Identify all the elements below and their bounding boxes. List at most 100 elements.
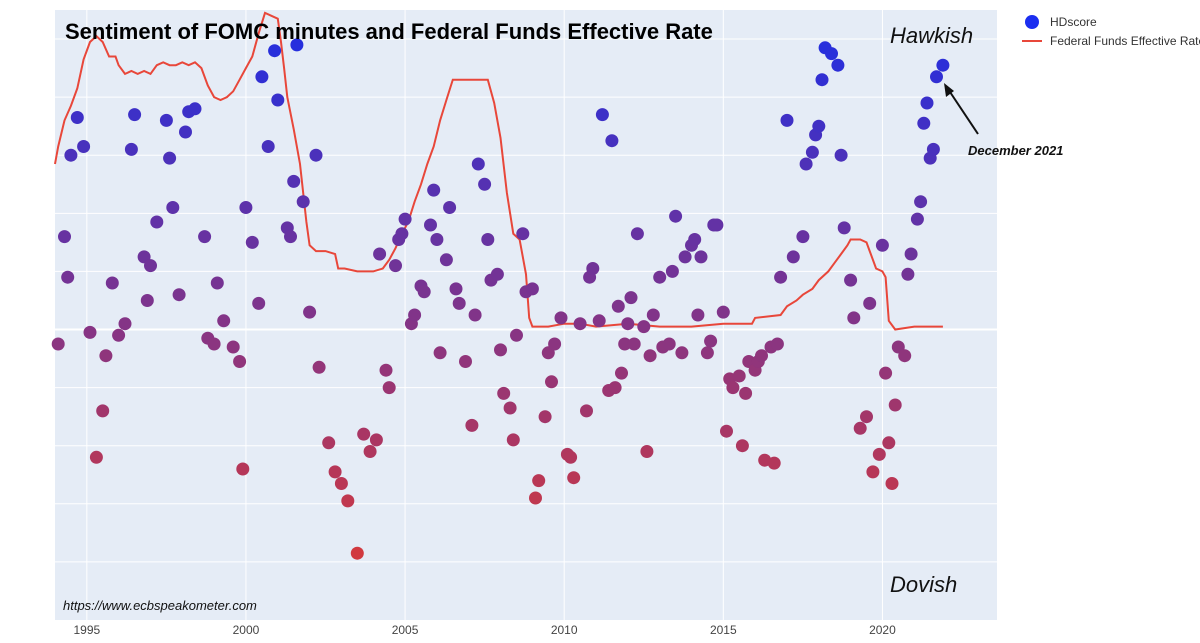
- hdscore-point: [872, 447, 886, 461]
- hdscore-point: [198, 230, 212, 244]
- hdscore-point: [427, 183, 441, 197]
- hdscore-point: [739, 386, 753, 400]
- hdscore-point: [710, 218, 724, 232]
- hdscore-point: [643, 349, 657, 363]
- hdscore-point: [443, 201, 457, 214]
- hdscore-point: [904, 247, 918, 261]
- hdscore-point: [105, 276, 119, 290]
- hdscore-point: [812, 119, 826, 133]
- hdscore-point: [914, 195, 928, 209]
- hdscore-point: [605, 134, 619, 148]
- hdscore-point: [89, 450, 103, 464]
- hdscore-point: [271, 93, 285, 107]
- hdscore-point: [630, 227, 644, 241]
- hdscore-point: [780, 113, 794, 127]
- hdscore-point: [621, 317, 635, 331]
- hdscore-point: [538, 410, 552, 424]
- hdscore-point: [408, 308, 422, 322]
- hdscore-point: [395, 227, 409, 241]
- hdscore-point: [529, 491, 542, 505]
- hdscore-point: [296, 195, 310, 209]
- hdscore-point: [357, 427, 371, 441]
- hdscore-point: [831, 58, 845, 72]
- hdscore-point: [166, 201, 180, 214]
- hdscore-point: [834, 148, 848, 162]
- hdscore-point: [217, 314, 231, 328]
- hdscore-point: [433, 346, 447, 360]
- hdscore-point: [875, 238, 889, 252]
- hdscore-point: [847, 311, 861, 325]
- hdscore-point: [799, 157, 813, 171]
- hdscore-point: [595, 108, 609, 122]
- hdscore-point: [516, 227, 530, 241]
- hdscore-point: [930, 70, 943, 84]
- hdscore-point: [866, 465, 880, 479]
- hdscore-point: [430, 233, 444, 246]
- hdscore-point: [226, 340, 240, 354]
- hdscore-point: [255, 70, 269, 84]
- source-url: https://www.ecbspeakometer.com: [63, 598, 257, 613]
- hdscore-point: [61, 270, 75, 284]
- hdscore-point: [882, 436, 896, 450]
- hdscore-point: [290, 38, 304, 52]
- hdscore-point: [863, 296, 877, 310]
- hdscore-point: [525, 282, 539, 296]
- hdscore-point: [179, 125, 192, 139]
- hdscore-point: [837, 221, 851, 235]
- hdscore-point: [885, 477, 899, 490]
- hdscore-point: [144, 259, 157, 273]
- hdscore-point: [236, 462, 250, 476]
- hdscore-point: [767, 456, 781, 470]
- hdscore-point: [755, 349, 768, 363]
- hdscore-point: [573, 317, 587, 331]
- annotation-text: December 2021: [968, 143, 1063, 158]
- hdscore-point: [83, 325, 97, 339]
- hdscore-point: [159, 113, 173, 127]
- hdscore-point: [720, 424, 733, 438]
- hdscore-point: [417, 285, 431, 299]
- hdscore-point: [506, 433, 520, 447]
- hdscore-point: [350, 546, 364, 560]
- hdscore-point: [611, 299, 625, 313]
- hdscore-point: [910, 212, 924, 226]
- hdscore-point: [627, 337, 641, 351]
- hdscore-point: [678, 250, 692, 264]
- hdscore-point: [398, 212, 412, 226]
- hdscore-point: [888, 398, 902, 412]
- hdscore-point: [77, 140, 91, 153]
- hdscore-point: [497, 386, 511, 400]
- hdscore-point: [532, 474, 546, 488]
- hdscore-point: [815, 73, 829, 87]
- hdscore-point: [796, 230, 810, 244]
- hawkish-label: Hawkish: [890, 23, 973, 48]
- hdscore-point: [312, 360, 326, 374]
- scatter-series: [51, 38, 950, 560]
- hdscore-point: [510, 328, 523, 342]
- hdscore-point: [704, 334, 718, 348]
- hdscore-point: [503, 401, 517, 415]
- hdscore-point: [268, 44, 282, 58]
- hdscore-point: [309, 148, 323, 162]
- hdscore-point: [825, 47, 838, 61]
- x-tick-label: 2005: [392, 623, 419, 637]
- hdscore-point: [261, 140, 275, 153]
- hdscore-point: [490, 267, 504, 281]
- hdscore-point: [471, 157, 485, 171]
- legend[interactable]: HDscore Federal Funds Effective Rate: [1022, 15, 1200, 48]
- hdscore-point: [341, 494, 355, 508]
- hdscore-point: [51, 337, 65, 351]
- x-axis: 1995 2000 2005 2010 2015 2020: [73, 623, 896, 637]
- hdscore-point: [726, 381, 740, 395]
- hdscore-point: [646, 308, 660, 322]
- legend-label-hdscore: HDscore: [1050, 15, 1097, 29]
- hdscore-point: [675, 346, 689, 360]
- hdscore-point: [328, 465, 342, 479]
- hdscore-point: [694, 250, 708, 264]
- hdscore-point: [478, 177, 492, 191]
- hdscore-point: [112, 328, 126, 342]
- hdscore-point: [188, 102, 202, 116]
- hdscore-point: [901, 267, 915, 281]
- x-tick-label: 2020: [869, 623, 896, 637]
- hdscore-point: [118, 317, 132, 331]
- legend-marker-hdscore: [1025, 15, 1039, 29]
